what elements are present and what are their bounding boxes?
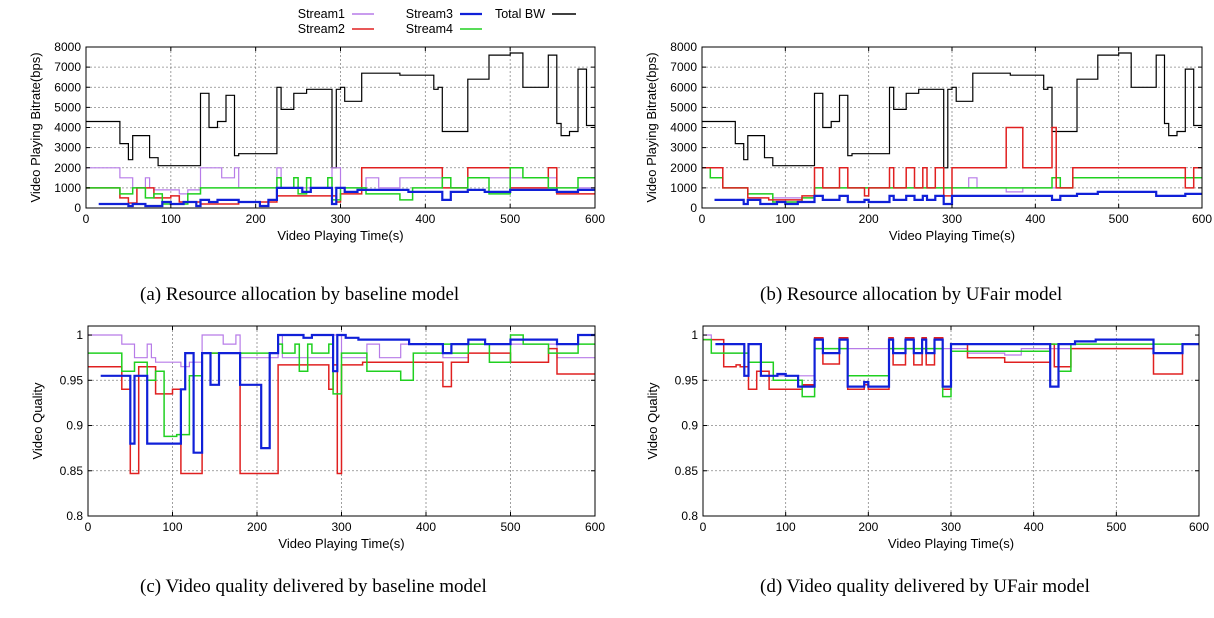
series-line-stream1 (86, 167, 595, 195)
legend-label: Stream2 (298, 22, 345, 36)
y-tick-label: 0.95 (60, 373, 84, 387)
y-tick-label: 2000 (54, 161, 81, 175)
x-tick-label: 300 (331, 520, 351, 534)
x-axis-label: Video Playing Time(s) (278, 536, 404, 551)
x-tick-label: 500 (1106, 520, 1126, 534)
y-tick-label: 0 (74, 201, 81, 215)
x-tick-label: 400 (415, 212, 435, 226)
legend-label: Stream1 (298, 7, 345, 21)
y-tick-label: 0.8 (66, 509, 83, 523)
legend-item-stream4: Stream4 (406, 22, 482, 36)
legend-item-stream3: Stream3 (406, 7, 482, 21)
x-tick-label: 100 (161, 212, 181, 226)
x-tick-label: 0 (83, 212, 90, 226)
x-tick-label: 500 (500, 212, 520, 226)
x-tick-label: 400 (1025, 212, 1045, 226)
y-axis-label: Video Playing Bitrate(bps) (644, 52, 659, 202)
panel-caption: (c) Video quality delivered by baseline … (140, 576, 487, 597)
x-tick-label: 200 (859, 212, 879, 226)
panel-caption: (d) Video quality delivered by UFair mod… (760, 576, 1090, 597)
series-line-stream3 (714, 190, 1202, 206)
legend-label: Stream4 (406, 22, 453, 36)
chart-panel-1: 0 1000 2000 3000 4000 5000 6000 7000 8000 0 100 200… (28, 40, 605, 305)
panel-caption: (a) Resource allocation by baseline mode… (140, 284, 459, 305)
y-tick-label: 5000 (54, 100, 81, 114)
y-tick-label: 6000 (670, 80, 697, 94)
x-tick-label: 600 (585, 212, 605, 226)
chart-panel-2: 0 1000 2000 3000 4000 5000 6000 7000 8000 0 100 200… (644, 40, 1212, 305)
x-tick-label: 600 (585, 520, 605, 534)
x-tick-label: 300 (330, 212, 350, 226)
series-line-stream3 (98, 186, 595, 208)
y-tick-label: 8000 (54, 40, 81, 54)
x-tick-label: 600 (1192, 212, 1212, 226)
x-tick-label: 100 (775, 212, 795, 226)
x-tick-label: 400 (1024, 520, 1044, 534)
x-tick-label: 200 (246, 212, 266, 226)
y-tick-label: 0.8 (681, 509, 698, 523)
series-line-stream3 (100, 333, 595, 454)
x-tick-label: 0 (85, 520, 92, 534)
y-tick-label: 0.85 (675, 464, 699, 478)
y-tick-label: 2000 (670, 161, 697, 175)
y-axis-label: Video Playing Bitrate(bps) (28, 52, 43, 202)
x-axis-label: Video Playing Time(s) (277, 228, 403, 243)
series-line-stream1 (88, 334, 595, 368)
y-tick-label: 3000 (670, 141, 697, 155)
y-axis-label: Video Quality (30, 382, 45, 460)
chart-panel-3: 0.8 0.85 0.9 0.95 1 0 100 200 300 400 500 600 Video … (30, 325, 605, 597)
y-tick-label: 1 (691, 328, 698, 342)
y-tick-label: 4000 (54, 121, 81, 135)
y-tick-label: 0.9 (66, 419, 83, 433)
legend-label: Total BW (495, 7, 545, 21)
legend-label: Stream3 (406, 7, 453, 21)
x-tick-label: 200 (247, 520, 267, 534)
x-tick-label: 500 (1109, 212, 1129, 226)
y-tick-label: 0.85 (60, 464, 84, 478)
y-tick-label: 0.9 (681, 419, 698, 433)
legend-item-stream1: Stream1 (298, 7, 374, 21)
x-tick-label: 100 (162, 520, 182, 534)
x-tick-label: 600 (1189, 520, 1209, 534)
x-axis-label: Video Playing Time(s) (889, 228, 1015, 243)
y-tick-label: 7000 (54, 60, 81, 74)
y-tick-label: 1 (76, 328, 83, 342)
series-line-stream4 (88, 334, 595, 438)
series-line-stream2 (88, 347, 595, 475)
x-tick-label: 300 (942, 212, 962, 226)
x-tick-label: 0 (699, 212, 706, 226)
y-tick-label: 7000 (670, 60, 697, 74)
y-tick-label: 6000 (54, 80, 81, 94)
y-tick-label: 4000 (670, 121, 697, 135)
series-line-stream3 (715, 338, 1199, 388)
y-tick-label: 1000 (54, 181, 81, 195)
x-tick-label: 100 (776, 520, 796, 534)
legend-item-stream2: Stream2 (298, 22, 374, 36)
y-tick-label: 0.95 (675, 373, 699, 387)
x-tick-label: 500 (500, 520, 520, 534)
y-tick-label: 0 (690, 201, 697, 215)
y-tick-label: 8000 (670, 40, 697, 54)
series-line-stream2 (702, 126, 1202, 201)
x-tick-label: 400 (416, 520, 436, 534)
series-line-total-bw (86, 52, 595, 169)
legend-item-total-bw: Total BW (495, 7, 576, 21)
panel-caption: (b) Resource allocation by UFair model (760, 284, 1062, 305)
x-axis-label: Video Playing Time(s) (888, 536, 1014, 551)
x-tick-label: 300 (941, 520, 961, 534)
chart-panel-4: 0.8 0.85 0.9 0.95 1 0 100 200 300 400 500 600 Video … (645, 325, 1209, 597)
x-tick-label: 200 (858, 520, 878, 534)
y-axis-label: Video Quality (645, 382, 660, 460)
y-tick-label: 3000 (54, 141, 81, 155)
y-tick-label: 1000 (670, 181, 697, 195)
series-line-total-bw (702, 52, 1202, 169)
x-tick-label: 0 (700, 520, 707, 534)
y-tick-label: 5000 (670, 100, 697, 114)
